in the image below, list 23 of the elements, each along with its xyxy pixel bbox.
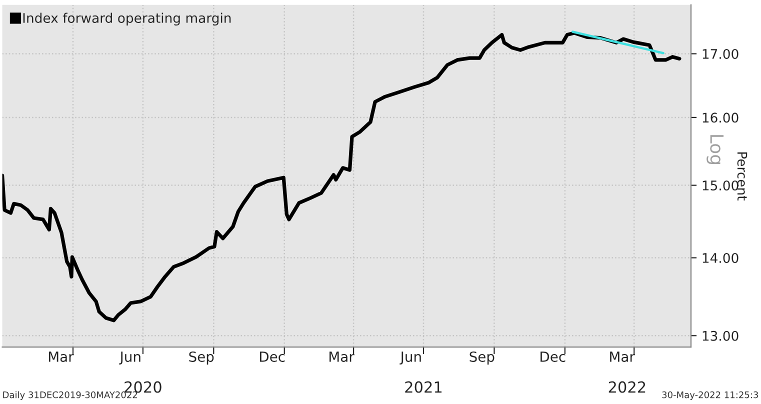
text: Log bbox=[706, 135, 724, 164]
y-axis-title: Percent bbox=[737, 152, 748, 200]
x-tick-label: Dec bbox=[540, 352, 566, 362]
line-series bbox=[2, 31, 682, 322]
x-tick-label: Jun bbox=[119, 352, 140, 365]
y-tick-label: 15.00 bbox=[702, 180, 738, 190]
y-tick-label: 17.00 bbox=[702, 48, 738, 59]
legend-label: Index forward operating margin bbox=[23, 12, 231, 26]
x-tick-label: Sep bbox=[470, 351, 494, 365]
x-tick-label: Jun bbox=[400, 352, 421, 365]
y-tick-label: 16.00 bbox=[702, 112, 738, 123]
text: Daily 31DEC2019-30MAY2022 bbox=[3, 391, 138, 400]
y-tick-label: 13.00 bbox=[702, 330, 738, 341]
text: 30-May-2022 11:25:3 bbox=[662, 391, 758, 400]
x-tick-label: Mar bbox=[330, 352, 354, 362]
x-tick-label: Sep bbox=[189, 351, 214, 365]
x2-tick-label: 2022 bbox=[608, 381, 646, 393]
x-tick-label: Mar bbox=[48, 352, 74, 362]
x2-tick-label: 2021 bbox=[405, 381, 442, 393]
x-tick-label: Dec bbox=[260, 352, 285, 362]
x2-tick-label: 2020 bbox=[124, 381, 162, 393]
y-tick-label: 14.00 bbox=[702, 253, 738, 263]
x-tick-label: Mar bbox=[610, 352, 635, 362]
